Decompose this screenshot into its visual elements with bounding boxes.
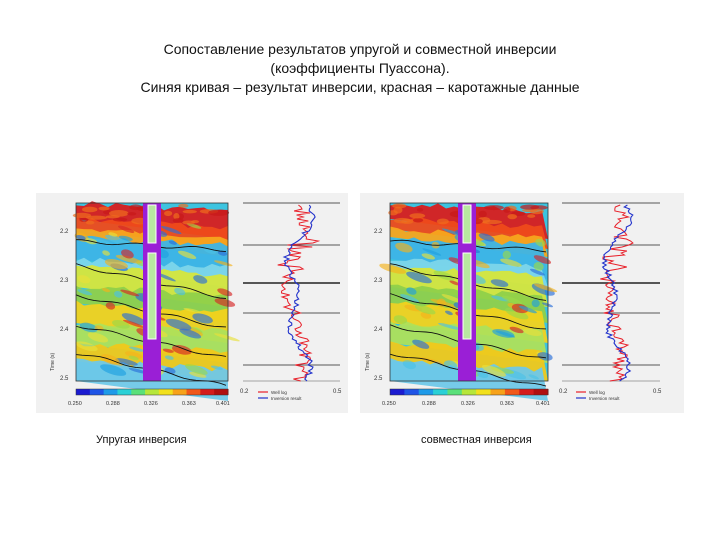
time-tick-label: 2.5 bbox=[374, 376, 383, 382]
well-inner-track bbox=[462, 204, 472, 244]
title-line-1: Сопоставление результатов упругой и совм… bbox=[163, 41, 557, 57]
caption-elastic-inversion: Упругая инверсия bbox=[96, 434, 187, 446]
title-line-2: (коэффициенты Пуассона). bbox=[270, 60, 450, 76]
well-log-curve bbox=[277, 204, 321, 382]
caption-joint-inversion: совместная инверсия bbox=[421, 434, 532, 446]
joint-inversion-panel: 2.2 2.3 2.4 2.5 Time (s) 0.250 0.288 0.3… bbox=[365, 202, 662, 407]
time-axis-label: Time (s) bbox=[365, 353, 371, 371]
colorbar-tick-label: 0.326 bbox=[144, 401, 158, 407]
time-tick-label: 2.4 bbox=[374, 327, 383, 333]
legend-well-log: Well log bbox=[589, 390, 605, 395]
time-tick-label: 2.4 bbox=[60, 327, 69, 333]
log-track: 0.2 0.5 Well log Inversion result bbox=[559, 202, 662, 401]
time-tick-label: 2.2 bbox=[374, 229, 383, 235]
colorbar-tick-label: 0.326 bbox=[461, 401, 475, 407]
time-tick-label: 2.3 bbox=[374, 278, 383, 284]
log-axis-tick: 0.2 bbox=[559, 389, 568, 395]
colorbar-tick-label: 0.401 bbox=[536, 401, 550, 407]
colorbar-tick-label: 0.288 bbox=[106, 401, 120, 407]
colorbar-tick-label: 0.288 bbox=[422, 401, 436, 407]
slide-title: Сопоставление результатов упругой и совм… bbox=[0, 40, 720, 97]
colorbar-tick-label: 0.250 bbox=[68, 401, 82, 407]
time-axis-label: Time (s) bbox=[50, 353, 56, 371]
seismic-section bbox=[72, 201, 240, 401]
seismic-section bbox=[379, 202, 558, 401]
title-line-3: Синяя кривая – результат инверсии, красн… bbox=[140, 79, 580, 95]
log-track: 0.2 0.5 Well log Inversion result bbox=[240, 202, 342, 401]
well-inner-track bbox=[462, 252, 472, 340]
time-axis: 2.2 2.3 2.4 2.5 Time (s) bbox=[365, 229, 383, 382]
log-axis-tick: 0.5 bbox=[333, 389, 342, 395]
well-inner-track bbox=[147, 204, 157, 244]
time-tick-label: 2.2 bbox=[60, 229, 69, 235]
legend-inversion-result: Inversion result bbox=[271, 396, 302, 401]
log-axis-tick: 0.5 bbox=[653, 389, 662, 395]
inversion-result-curve bbox=[282, 204, 316, 382]
well-inner-track bbox=[147, 252, 157, 340]
colorbar: 0.250 0.288 0.326 0.363 0.401 bbox=[382, 388, 550, 407]
legend-inversion-result: Inversion result bbox=[589, 396, 620, 401]
time-tick-label: 2.3 bbox=[60, 278, 69, 284]
colorbar-tick-label: 0.363 bbox=[500, 401, 514, 407]
time-tick-label: 2.5 bbox=[60, 376, 69, 382]
time-axis: 2.2 2.3 2.4 2.5 Time (s) bbox=[50, 229, 69, 382]
colorbar-tick-label: 0.363 bbox=[182, 401, 196, 407]
elastic-inversion-panel: 2.2 2.3 2.4 2.5 Time (s) 0.250 0.288 0.3… bbox=[50, 201, 342, 407]
colorbar: 0.250 0.288 0.326 0.363 0.401 bbox=[68, 388, 230, 407]
colorbar-tick-label: 0.250 bbox=[382, 401, 396, 407]
colorbar-tick-label: 0.401 bbox=[216, 401, 230, 407]
legend-well-log: Well log bbox=[271, 390, 287, 395]
log-axis-tick: 0.2 bbox=[240, 389, 249, 395]
well-log-curve bbox=[600, 204, 634, 382]
inversion-result-curve bbox=[601, 204, 634, 382]
